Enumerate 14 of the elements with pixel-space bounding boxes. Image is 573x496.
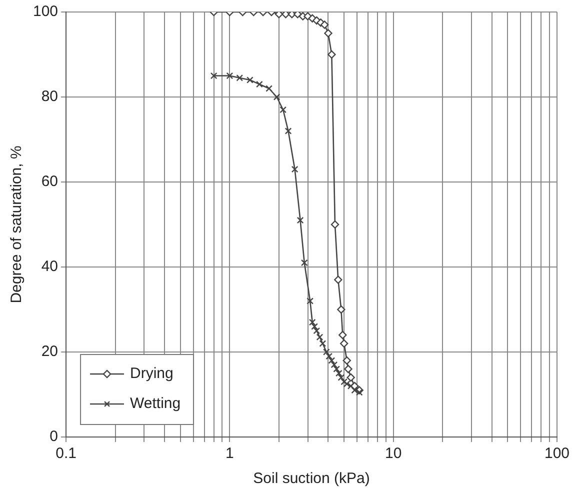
legend-label: Drying (130, 365, 174, 382)
y-tick-label: 100 (32, 3, 58, 20)
legend-label: Wetting (130, 395, 181, 412)
y-tick-label: 60 (41, 173, 58, 190)
y-tick-label: 20 (41, 343, 58, 360)
y-tick-label: 40 (41, 258, 58, 276)
x-tick-label: 10 (385, 445, 402, 462)
x-tick-label: 0.1 (56, 445, 76, 462)
y-tick-label: 80 (41, 88, 58, 106)
y-axis-title: Degree of saturation, % (8, 146, 26, 304)
y-tick-label: 0 (50, 428, 58, 446)
x-tick-label: 1 (226, 445, 234, 462)
x-axis-title: Soil suction (kPa) (253, 470, 370, 488)
x-tick-label: 100 (544, 445, 570, 462)
